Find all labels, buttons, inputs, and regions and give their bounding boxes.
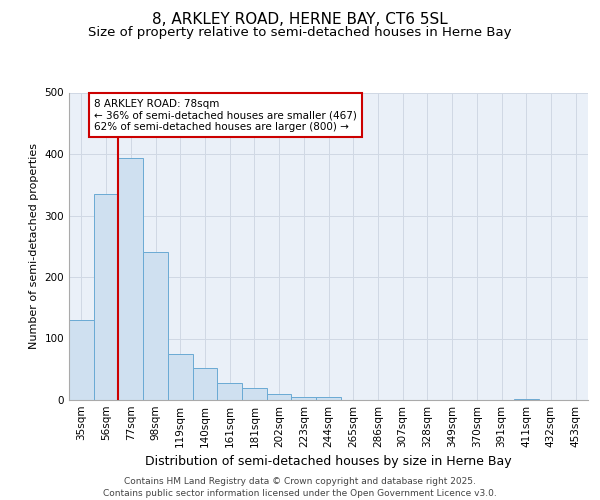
Bar [292,397,316,400]
Bar [69,320,94,400]
Y-axis label: Number of semi-detached properties: Number of semi-detached properties [29,143,39,349]
Bar [242,388,267,400]
Bar [143,252,168,400]
Bar [316,397,341,400]
Bar [168,354,193,400]
Bar [94,194,118,400]
Text: 8 ARKLEY ROAD: 78sqm
← 36% of semi-detached houses are smaller (467)
62% of semi: 8 ARKLEY ROAD: 78sqm ← 36% of semi-detac… [94,98,356,132]
Bar [267,394,292,400]
Bar [217,384,242,400]
Bar [118,158,143,400]
Text: Size of property relative to semi-detached houses in Herne Bay: Size of property relative to semi-detach… [88,26,512,39]
Text: Contains HM Land Registry data © Crown copyright and database right 2025.
Contai: Contains HM Land Registry data © Crown c… [103,476,497,498]
Bar [193,368,217,400]
Text: 8, ARKLEY ROAD, HERNE BAY, CT6 5SL: 8, ARKLEY ROAD, HERNE BAY, CT6 5SL [152,12,448,28]
X-axis label: Distribution of semi-detached houses by size in Herne Bay: Distribution of semi-detached houses by … [145,456,512,468]
Bar [514,399,539,400]
